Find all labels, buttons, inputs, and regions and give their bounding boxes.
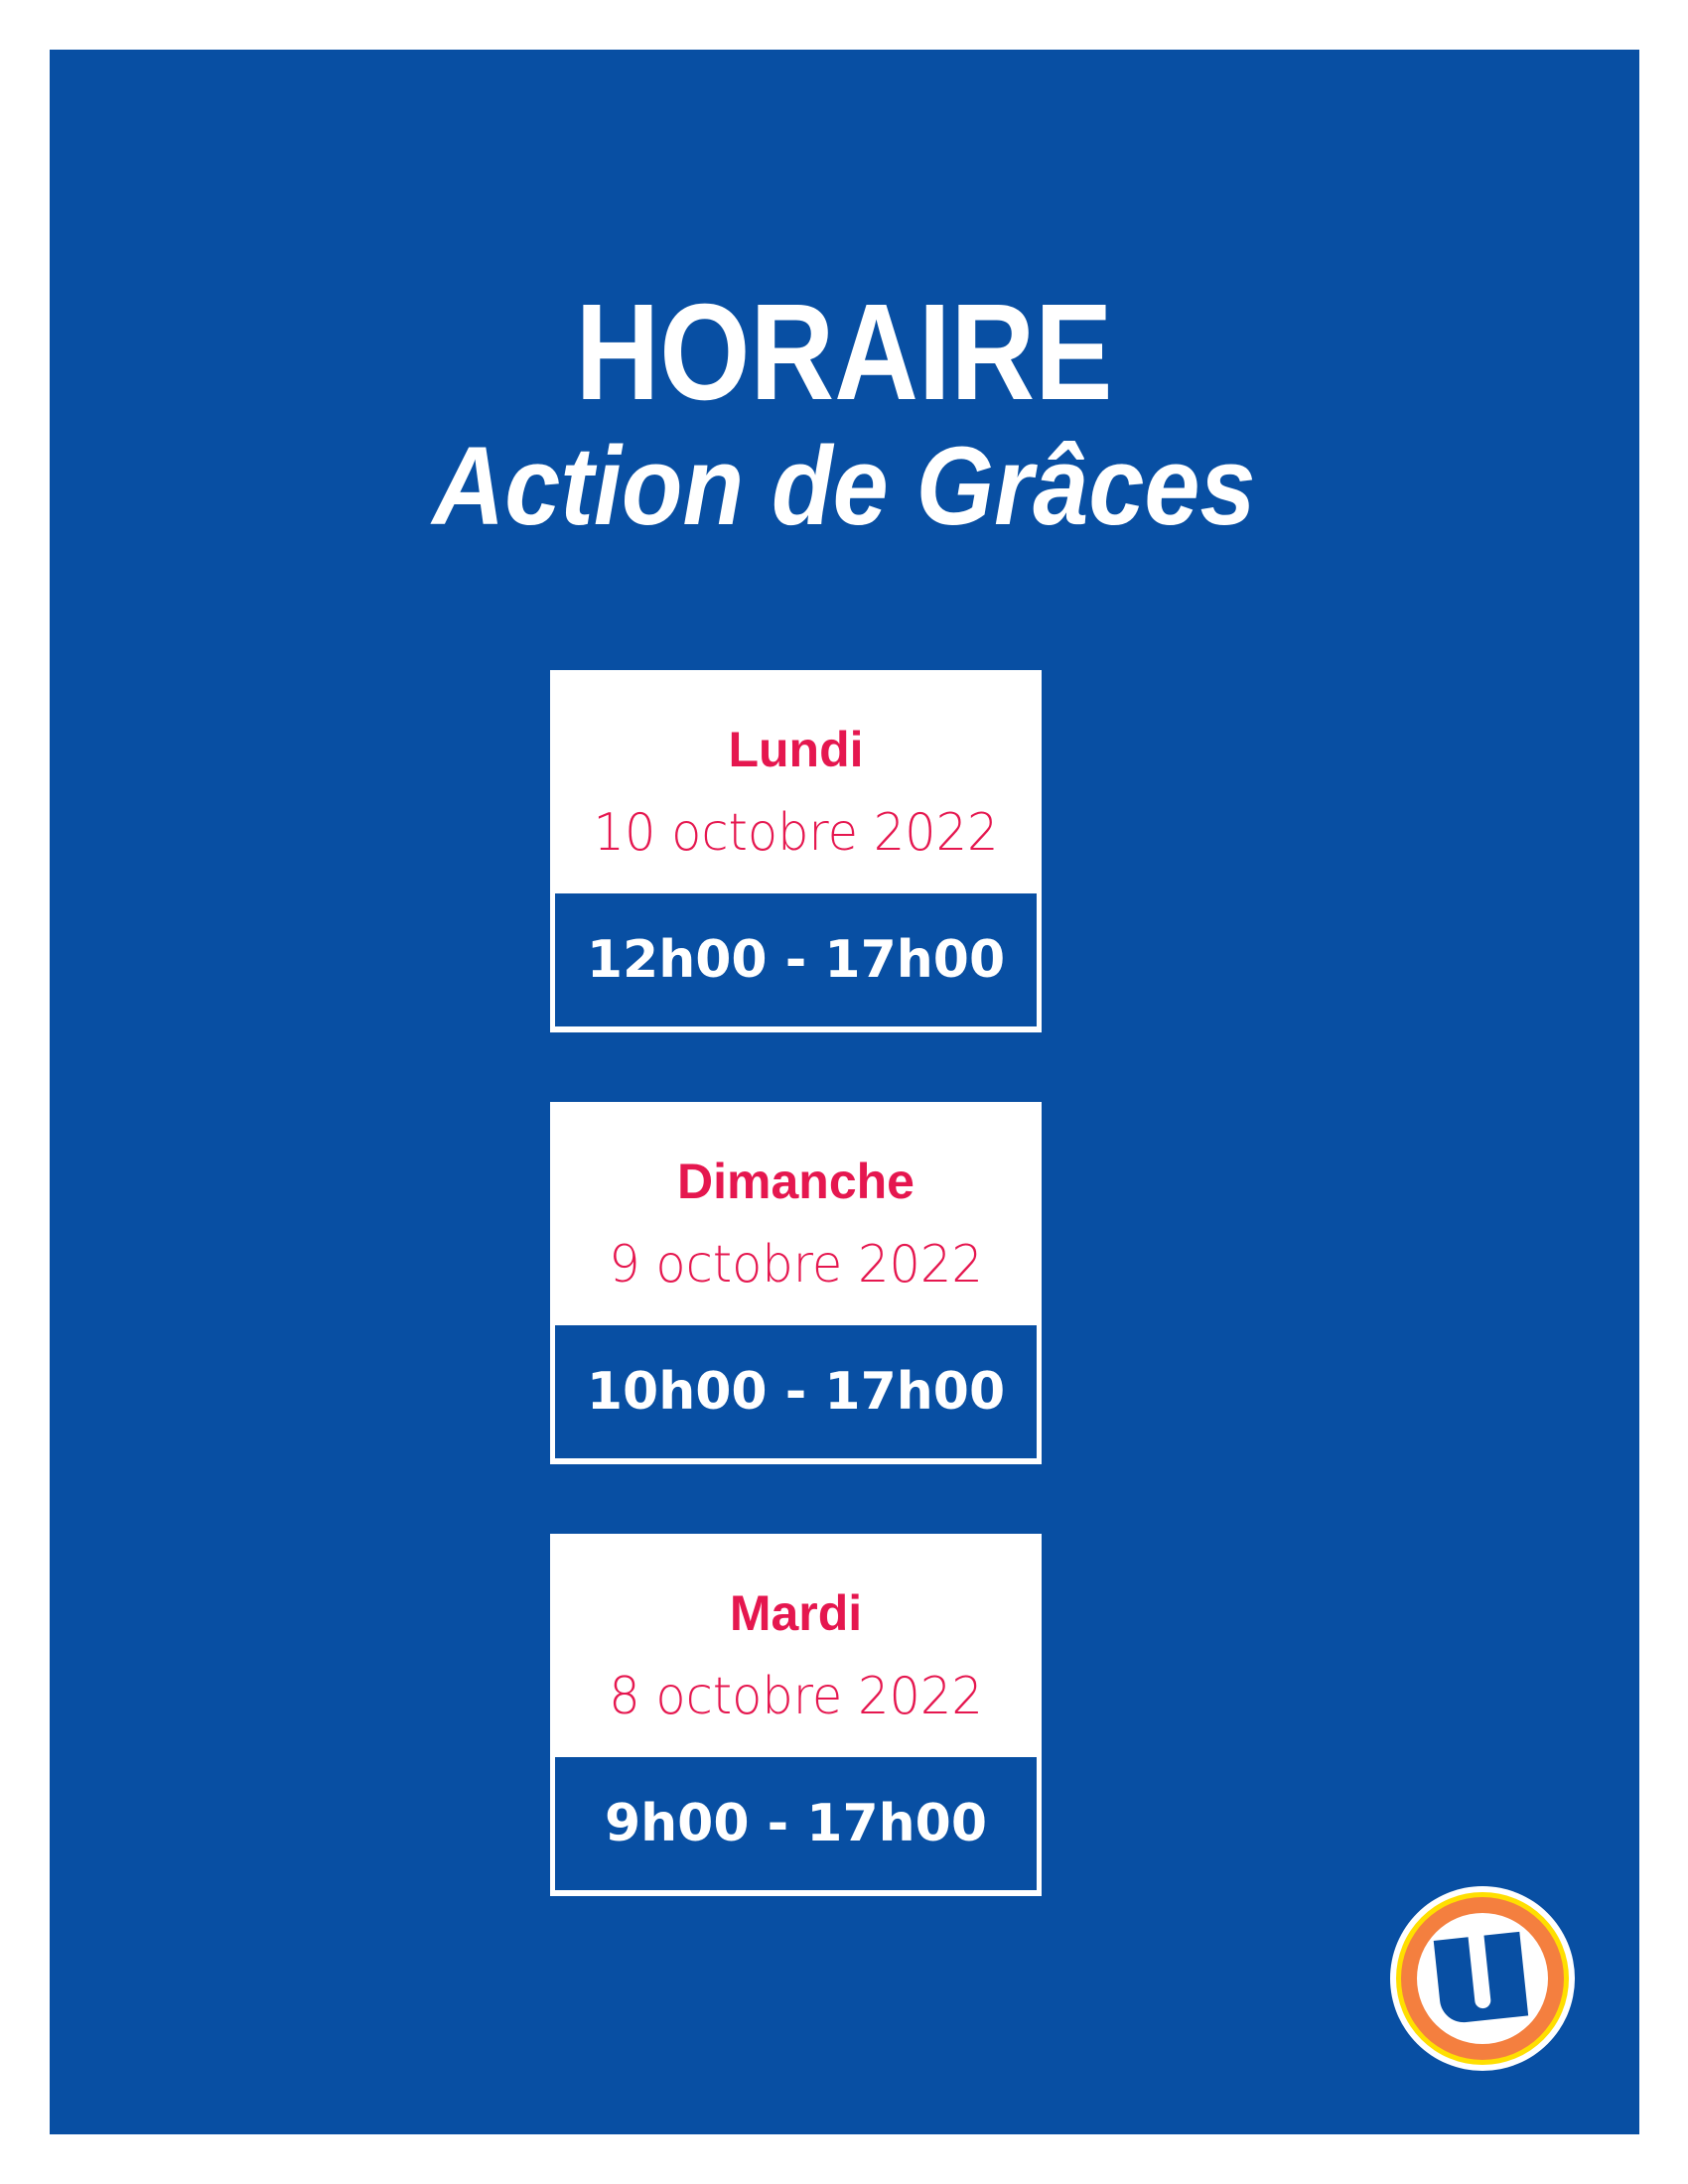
date-label: 9 octobre 2022: [609, 1235, 983, 1295]
date-label: 10 octobre 2022: [593, 803, 999, 863]
schedule-card-dimanche: Dimanche 9 octobre 2022 10h00 - 17h00: [550, 1102, 1042, 1464]
schedule-card-mardi: Mardi 8 octobre 2022 9h00 - 17h00: [550, 1534, 1042, 1896]
hours-label: 12h00 - 17h00: [555, 893, 1037, 1026]
day-label: Lundi: [728, 722, 864, 777]
hours-label: 9h00 - 17h00: [555, 1757, 1037, 1890]
u-brand-logo: [1390, 1886, 1575, 2071]
day-label: Mardi: [729, 1585, 863, 1641]
page-subtitle: Action de Grâces: [432, 424, 1256, 548]
day-label: Dimanche: [677, 1154, 914, 1209]
hours-label: 10h00 - 17h00: [555, 1325, 1037, 1458]
schedule-card-lundi: Lundi 10 octobre 2022 12h00 - 17h00: [550, 670, 1042, 1032]
date-label: 8 octobre 2022: [609, 1667, 983, 1726]
page-title: HORAIRE: [575, 276, 1113, 429]
